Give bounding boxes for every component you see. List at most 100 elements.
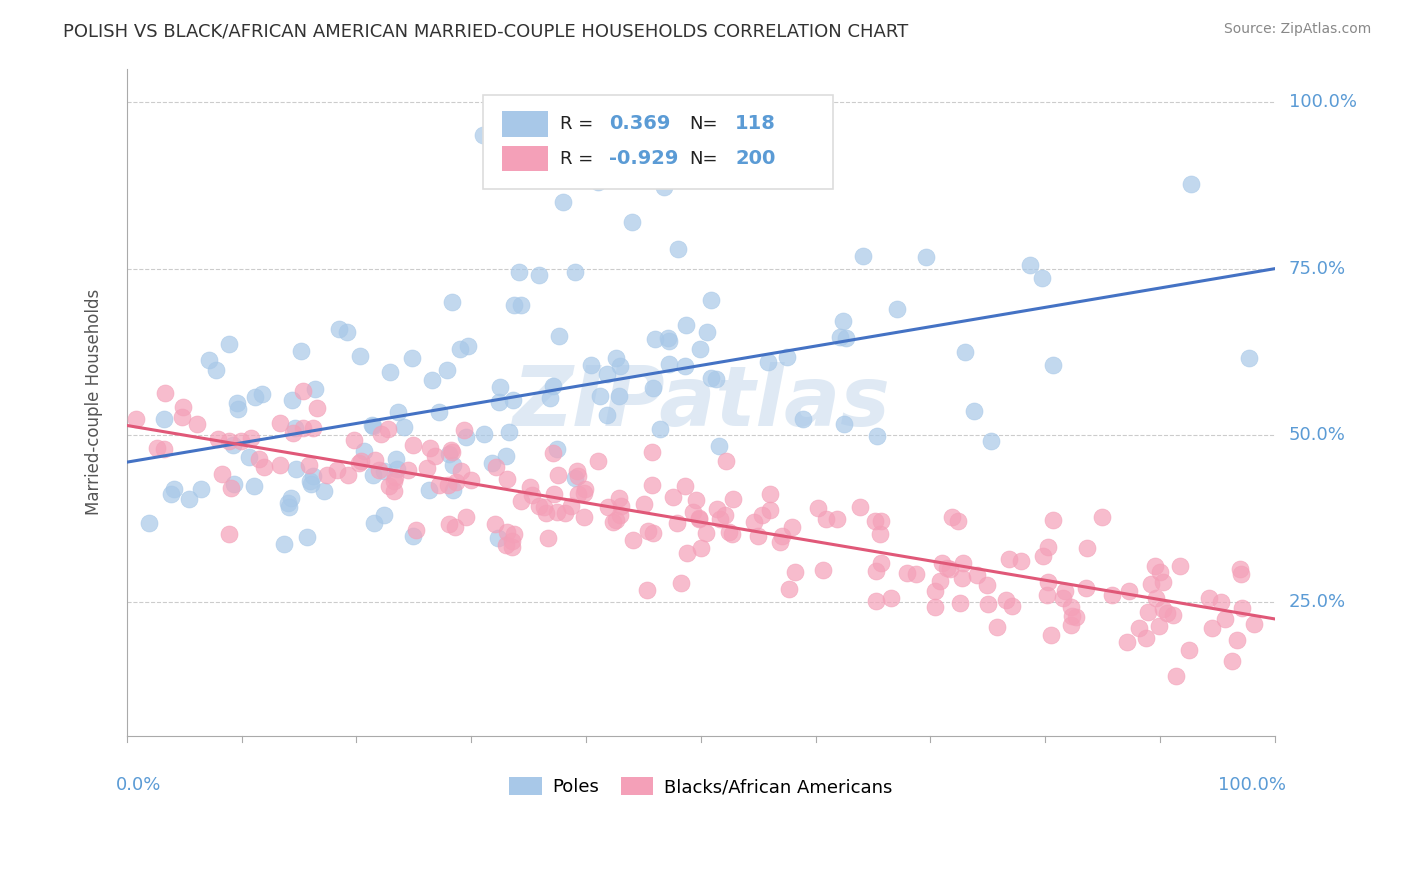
Point [1149,619,1171,633]
Point [299,476,322,491]
Point [924,599,946,614]
Point [280,491,302,505]
Point [384,470,406,484]
Point [211,467,233,481]
Point [939,562,962,576]
Point [541,378,564,392]
Point [1001,599,1024,613]
Point [756,355,779,369]
Point [707,439,730,453]
Point [1135,632,1157,646]
Point [284,421,307,435]
Point [675,318,697,333]
Point [949,596,972,610]
Point [163,482,186,496]
Point [609,359,631,373]
Point [453,423,475,437]
Point [931,556,953,570]
Point [385,461,408,475]
Point [441,458,464,472]
Point [713,508,735,522]
Point [382,483,405,498]
Point [290,343,312,358]
Point [177,492,200,507]
Point [636,582,658,597]
Point [567,469,589,483]
Point [418,483,440,497]
Point [869,527,891,541]
Point [935,561,957,575]
Point [281,392,304,407]
Point [238,450,260,464]
Point [574,482,596,496]
Point [721,492,744,507]
Point [963,404,986,418]
Point [222,438,245,452]
Point [1209,595,1232,609]
Point [783,565,806,579]
Point [495,449,517,463]
Point [153,386,176,401]
Point [950,571,973,585]
Point [986,619,1008,633]
Point [896,566,918,580]
Text: POLISH VS BLACK/AFRICAN AMERICAN MARRIED-COUPLE HOUSEHOLDS CORRELATION CHART: POLISH VS BLACK/AFRICAN AMERICAN MARRIED… [63,22,908,40]
Point [394,419,416,434]
Point [138,516,160,531]
Point [690,541,713,555]
Point [495,525,517,540]
Point [337,468,360,483]
Point [905,567,928,582]
Point [1042,358,1064,372]
Point [695,526,717,541]
Point [380,365,402,379]
Point [1039,628,1062,642]
Point [673,359,696,373]
Point [863,514,886,528]
Point [706,502,728,516]
Point [564,471,586,485]
Point [1198,591,1220,606]
Point [567,487,589,501]
Text: 50.0%: 50.0% [1288,426,1346,444]
Point [1178,643,1201,657]
Point [312,484,335,499]
Point [250,387,273,401]
Point [1136,605,1159,619]
Point [658,334,681,348]
Point [472,426,495,441]
Point [509,493,531,508]
Point [454,510,477,524]
Point [924,584,946,599]
Legend: Poles, Blacks/African Americans: Poles, Blacks/African Americans [502,770,900,804]
Text: 25.0%: 25.0% [1288,593,1346,611]
Point [501,534,523,549]
Point [325,463,347,477]
Point [277,500,299,514]
FancyBboxPatch shape [482,95,832,188]
Point [709,512,731,526]
Point [1036,588,1059,602]
Point [834,331,856,345]
Point [315,468,337,483]
Point [682,505,704,519]
Point [1019,258,1042,272]
Point [607,389,630,403]
Point [586,453,609,467]
Point [489,380,512,394]
Point [416,461,439,475]
Point [633,497,655,511]
Point [253,459,276,474]
Point [1239,351,1261,366]
Point [1168,559,1191,574]
Point [444,520,467,534]
Point [605,513,627,527]
Point [454,430,477,444]
Point [880,591,903,606]
Point [792,412,814,426]
Text: ZIPatlas: ZIPatlas [512,361,890,442]
Point [1140,577,1163,591]
Point [830,330,852,344]
Point [1152,574,1174,589]
Point [328,321,350,335]
